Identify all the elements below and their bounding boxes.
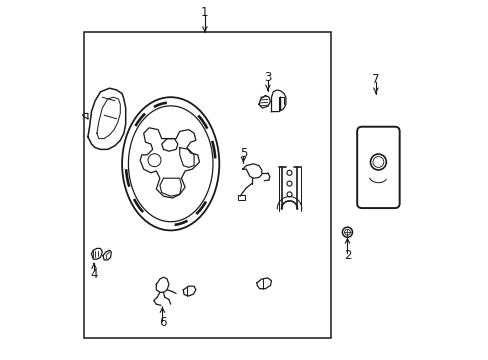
Bar (238, 195, 244, 200)
Text: 2: 2 (343, 249, 350, 262)
Text: 7: 7 (371, 73, 379, 86)
Text: 1: 1 (201, 6, 208, 19)
Text: 5: 5 (239, 147, 246, 159)
Text: 4: 4 (90, 268, 98, 281)
Text: 6: 6 (158, 316, 166, 329)
Text: 3: 3 (264, 71, 271, 84)
Bar (84, 32, 330, 338)
